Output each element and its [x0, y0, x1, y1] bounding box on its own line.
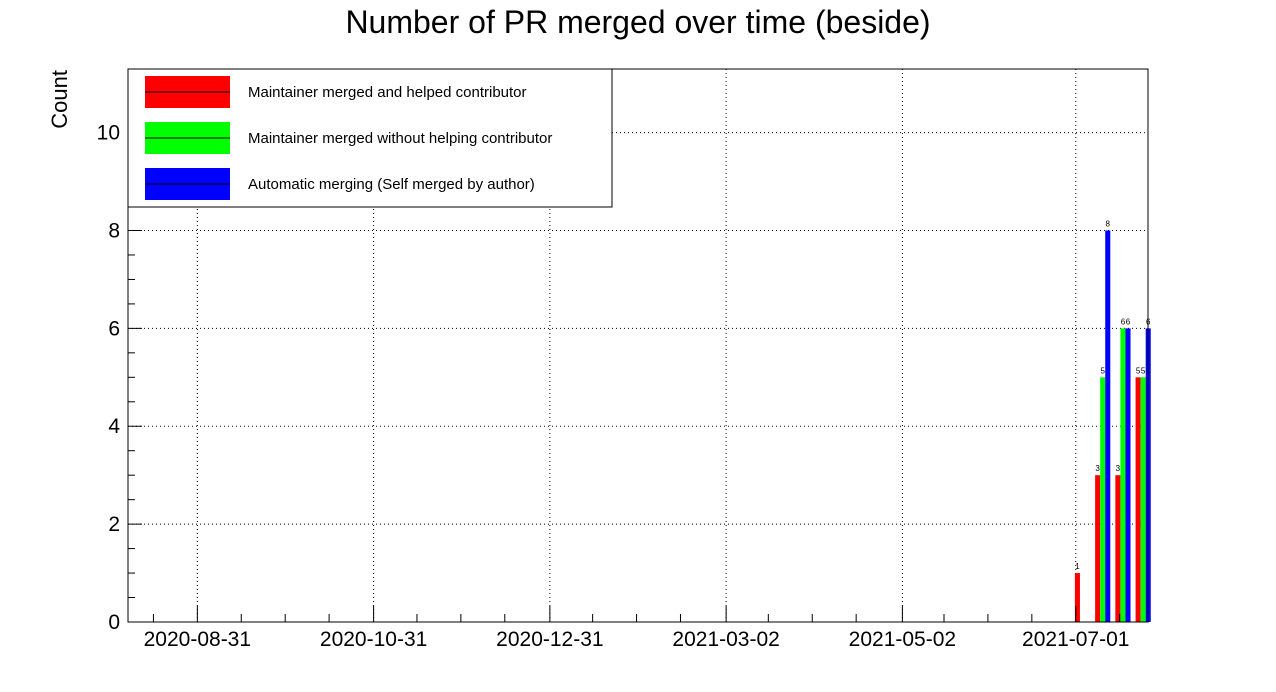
axes — [127, 68, 1149, 623]
plot-frame — [127, 68, 1149, 623]
x-tick-label: 2020-12-31 — [496, 628, 603, 651]
y-axis-ticks: 0 2 4 6 8 10 — [97, 83, 142, 634]
x-tick-label: 2021-07-01 — [1022, 628, 1129, 651]
bar-value-label: 6 — [1121, 317, 1126, 326]
bar — [1095, 475, 1101, 622]
bar-value-label: 3 — [1095, 464, 1100, 473]
bar — [1074, 573, 1080, 622]
legend-entry-label: Automatic merging (Self merged by author… — [248, 176, 535, 193]
chart-title: Number of PR merged over time (beside) — [345, 4, 930, 40]
y-tick-label: 0 — [108, 611, 120, 634]
x-tick-label: 2021-05-02 — [849, 628, 956, 651]
y-tick-label: 8 — [108, 219, 120, 242]
bar-value-label: 8 — [1106, 219, 1111, 228]
bar-value-label: 5 — [1136, 366, 1141, 375]
legend-entry-label: Maintainer merged and helped contributor — [248, 84, 527, 101]
y-axis-label: Count — [47, 70, 72, 129]
bar — [1140, 377, 1146, 622]
bar — [1135, 377, 1141, 622]
x-tick-label: 2020-10-31 — [320, 628, 427, 651]
x-tick-label: 2020-08-31 — [144, 628, 251, 651]
bar — [1105, 230, 1111, 622]
bar-value-label: 5 — [1100, 366, 1105, 375]
legend: Maintainer merged and helped contributor… — [127, 68, 613, 208]
bar-value-label: 1 — [1075, 562, 1080, 571]
bar — [1115, 475, 1121, 622]
y-tick-label: 10 — [97, 122, 120, 145]
bar-value-label: 5 — [1141, 366, 1146, 375]
bar-value-label: 3 — [1116, 464, 1121, 473]
legend-entry-label: Maintainer merged without helping contri… — [248, 130, 552, 147]
x-axis-ticks: 2020-08-31 2020-10-31 2020-12-31 2021-03-02… — [144, 606, 1129, 651]
bar — [1125, 328, 1131, 622]
y-tick-label: 2 — [108, 513, 120, 536]
bar-value-label: 6 — [1126, 317, 1131, 326]
y-tick-label: 4 — [108, 415, 120, 438]
x-tick-label: 2021-03-02 — [672, 628, 779, 651]
bar — [1120, 328, 1126, 622]
bar — [1100, 377, 1106, 622]
y-tick-label: 6 — [108, 317, 120, 340]
